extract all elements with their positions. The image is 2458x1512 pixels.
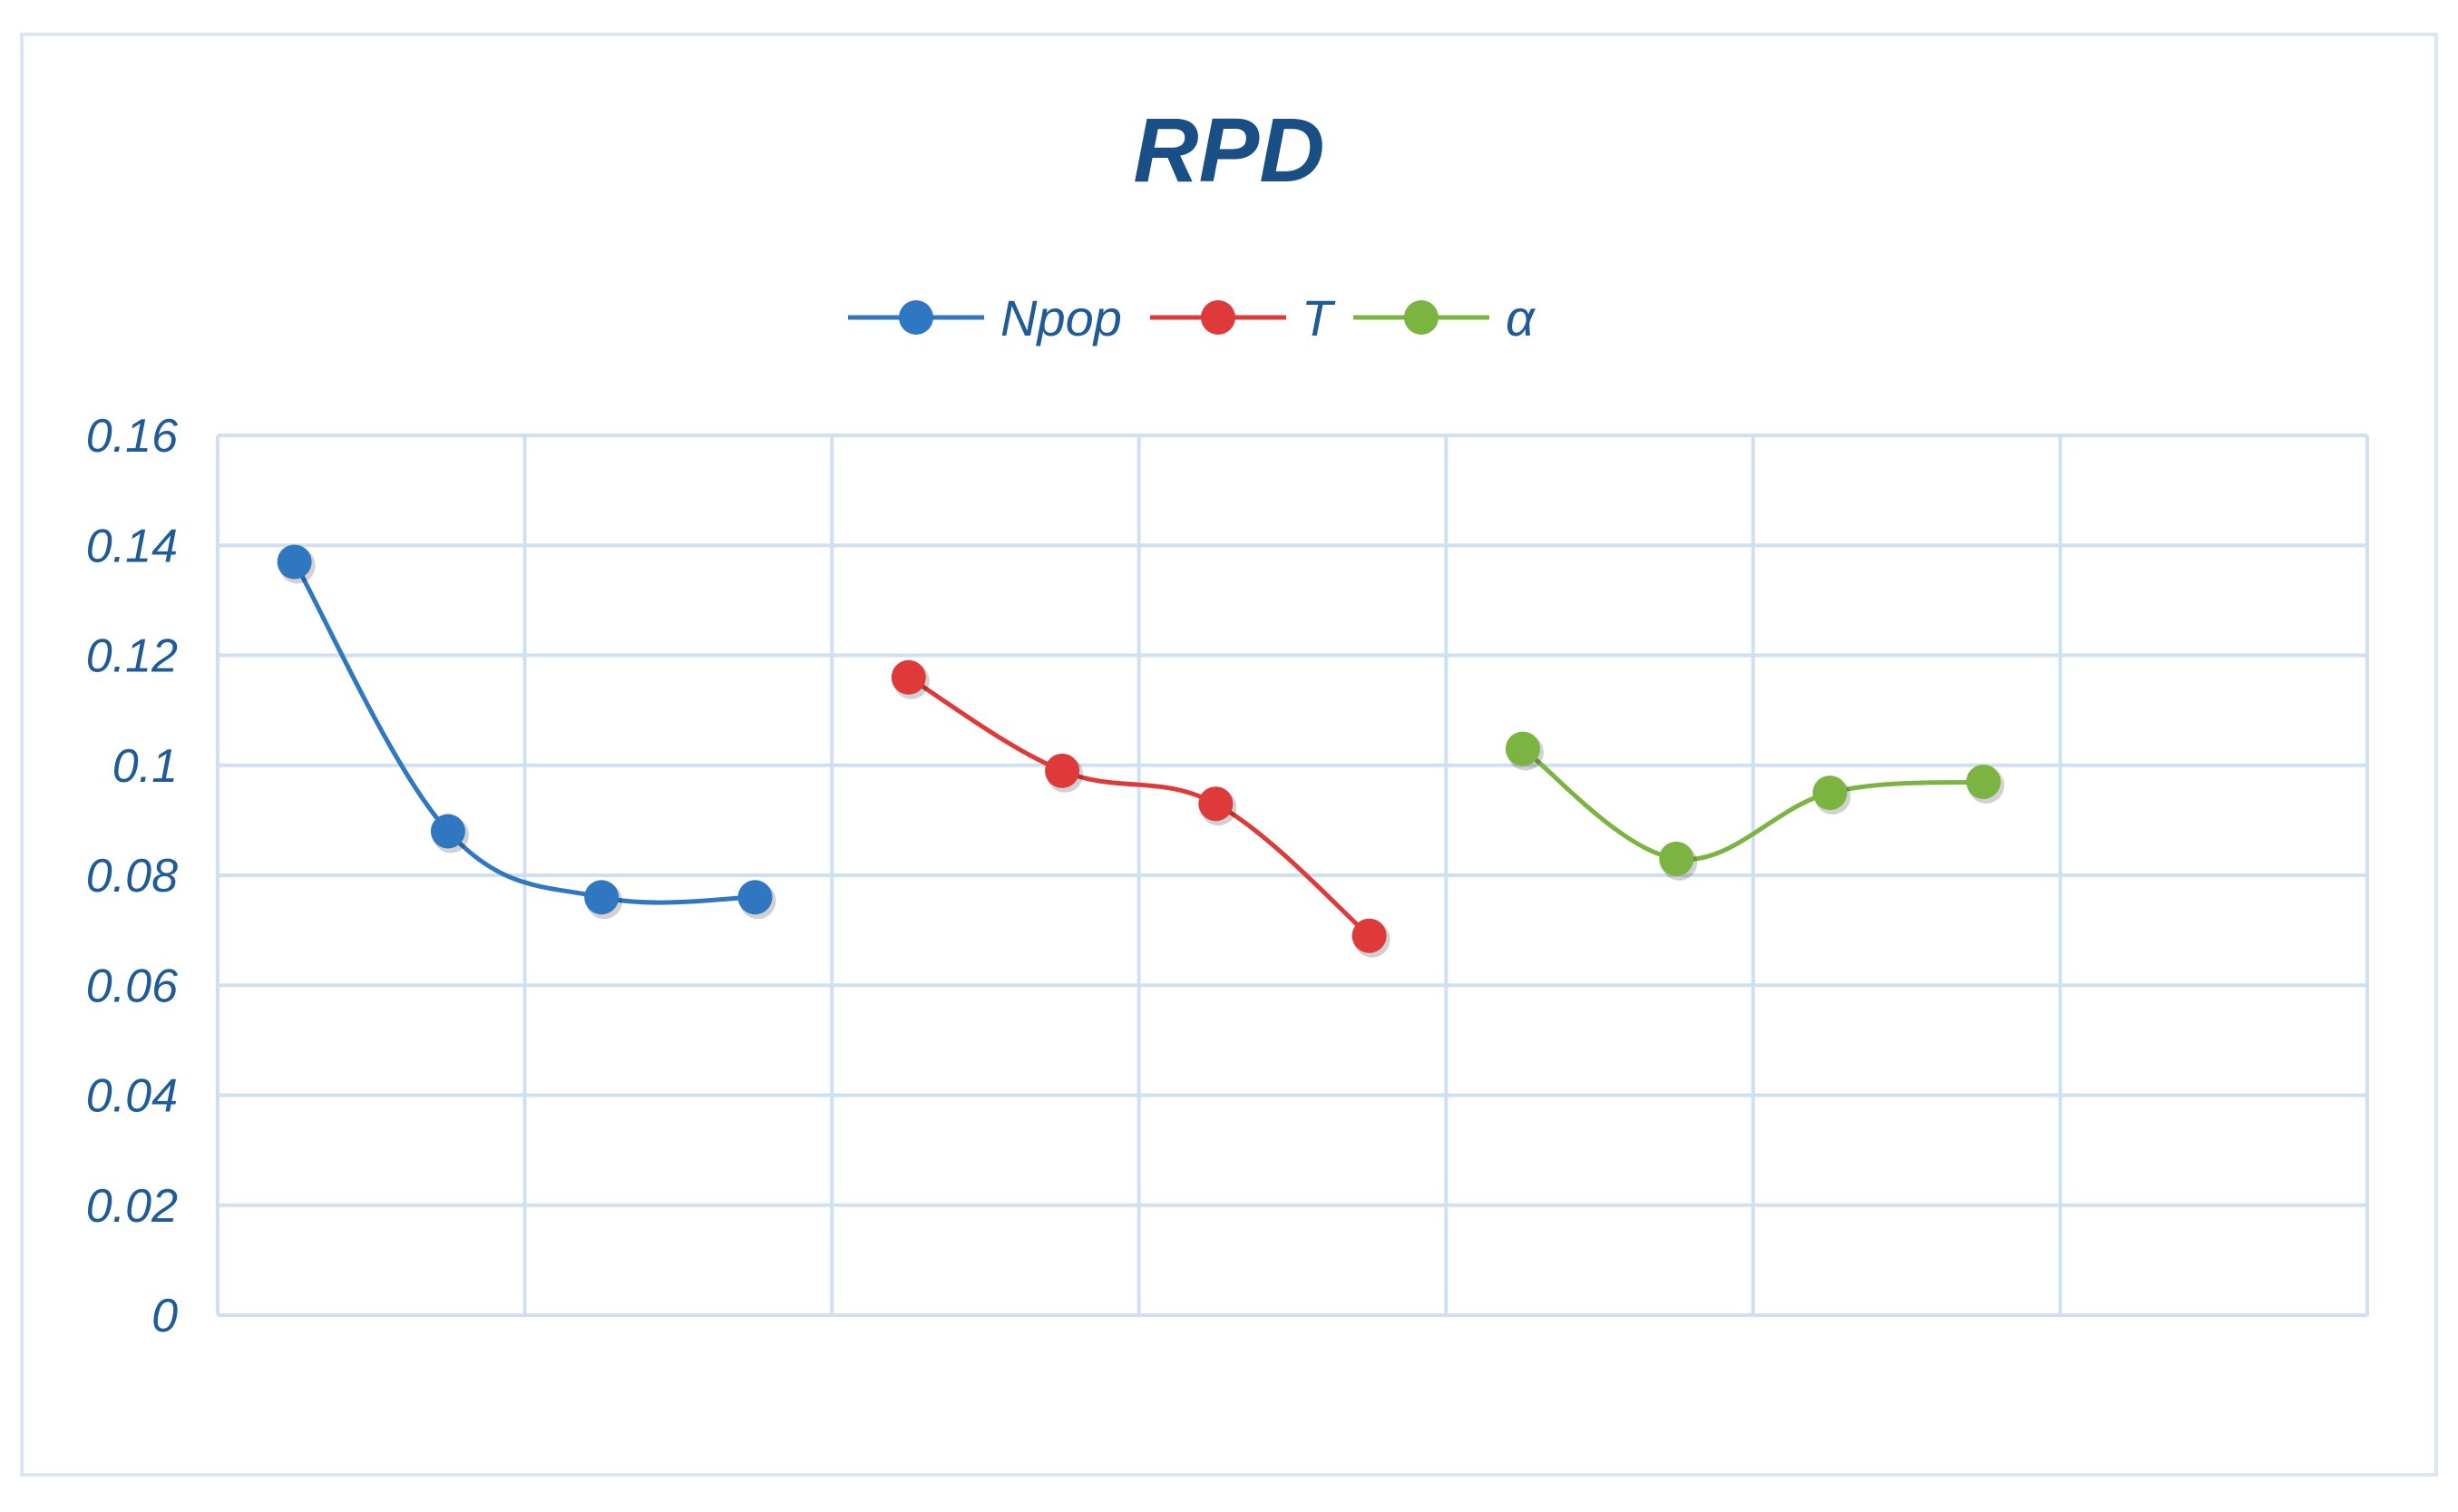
data-point [1965, 764, 2001, 799]
legend-marker [1201, 300, 1235, 335]
series-2 [1505, 731, 2004, 881]
legend-label: Npop [1000, 289, 1122, 346]
legend-marker [899, 300, 933, 335]
legend-label: T [1302, 289, 1336, 346]
data-point [584, 880, 619, 915]
data-point [277, 544, 312, 580]
y-tick-label: 0.04 [86, 1070, 178, 1123]
data-point [1198, 786, 1234, 822]
y-tick-label: 0.02 [86, 1180, 178, 1233]
legend-item-1: T [1150, 289, 1336, 346]
y-tick-label: 0.08 [86, 850, 178, 902]
y-tick-label: 0.06 [86, 960, 178, 1012]
y-tick-label: 0.12 [86, 630, 178, 683]
series-0 [277, 544, 776, 920]
data-point [737, 880, 773, 915]
series-layer [277, 544, 2004, 958]
data-point [430, 814, 465, 849]
data-point [1812, 776, 1848, 811]
series-line [1521, 746, 1984, 863]
series-line [292, 561, 756, 905]
series-1 [891, 659, 1390, 958]
data-point [1351, 918, 1387, 953]
y-tick-label: 0.1 [112, 740, 178, 793]
chart-frame [20, 33, 2438, 1477]
data-point [1505, 731, 1540, 766]
data-point [1045, 753, 1080, 788]
y-tick-label: 0.14 [86, 520, 178, 572]
grid [216, 434, 2369, 1317]
legend-marker [1404, 300, 1439, 335]
y-tick-label: 0 [151, 1290, 178, 1342]
legend-item-2: α [1353, 289, 1536, 346]
data-point [891, 659, 926, 695]
series-line [907, 675, 1371, 938]
legend-item-0: Npop [848, 289, 1122, 346]
legend-label: α [1506, 289, 1536, 346]
y-tick-label: 0.16 [86, 410, 178, 463]
y-axis-tick-labels: 0 0.02 0.04 0.06 0.08 0.1 0.12 0.14 0.16 [86, 410, 178, 1342]
chart-title: RPD [1133, 100, 1324, 201]
data-point [1659, 841, 1694, 876]
